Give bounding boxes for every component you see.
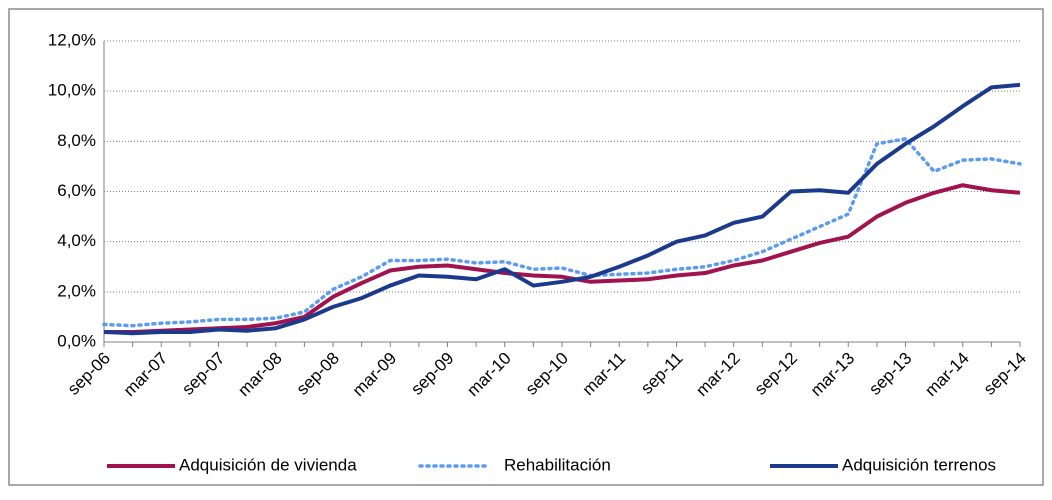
chart-border: [8, 8, 1044, 486]
legend-label: Adquisición terrenos: [842, 455, 996, 474]
y-tick-label: 8,0%: [57, 131, 96, 150]
y-tick-label: 6,0%: [57, 181, 96, 200]
series-line: [103, 82, 1021, 336]
y-tick-label: 10,0%: [48, 81, 96, 100]
y-tick-label: 12,0%: [48, 30, 96, 49]
series-line: [104, 183, 1021, 334]
y-tick-label: 4,0%: [57, 231, 96, 250]
y-tick-label: 0,0%: [57, 331, 96, 350]
y-tick-label: 2,0%: [57, 281, 96, 300]
legend-label: Rehabilitación: [504, 455, 611, 474]
legend-label: Adquisición de vivienda: [179, 455, 357, 474]
series-line: [102, 137, 1022, 328]
